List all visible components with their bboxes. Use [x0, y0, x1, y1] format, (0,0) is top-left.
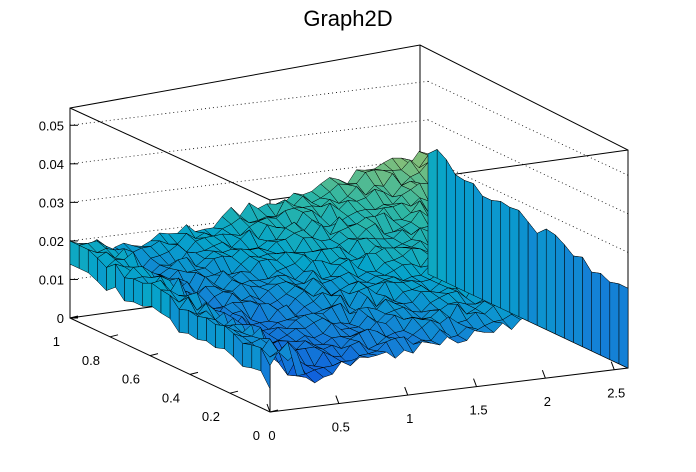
x-tick-mark: [610, 361, 615, 370]
surface-side-cell: [124, 277, 134, 303]
surface-side-cell: [251, 344, 262, 372]
x-tick-label: 0.5: [332, 420, 350, 435]
grid-line: [427, 80, 629, 176]
x-tick-mark: [335, 395, 340, 404]
chart-title: Graph2D: [303, 6, 392, 31]
y-tick-mark: [109, 334, 119, 338]
y-tick-mark: [149, 353, 159, 357]
z-tick-label: 0.02: [39, 234, 64, 249]
surface-side-cell: [582, 256, 592, 352]
grid-line: [69, 157, 429, 203]
surface-side-cell: [142, 282, 153, 307]
y-tick-label: 1: [53, 334, 60, 349]
surface-side-cell: [78, 244, 89, 274]
surface-side-cell: [215, 324, 225, 350]
x-tick-mark: [473, 378, 478, 387]
surface-side-cell: [178, 309, 189, 334]
surface-side-cell: [197, 316, 207, 342]
surface-side-cell: [618, 283, 629, 369]
surface-side-cell: [555, 234, 565, 339]
surface-side-cell: [464, 180, 474, 296]
x-tick-mark: [404, 386, 409, 396]
x-tick-label: 1: [406, 411, 413, 426]
surface-side-cell: [69, 240, 80, 269]
x-tick-label: 1.5: [469, 403, 487, 418]
z-tick-label: 0: [57, 311, 64, 326]
surface-side-cell: [564, 243, 574, 343]
surface-side-cell: [545, 228, 556, 335]
y-tick-mark: [69, 315, 79, 319]
x-tick-mark: [266, 403, 271, 413]
x-tick-label: 0: [268, 428, 275, 443]
y-tick-label: 0.2: [202, 409, 220, 424]
surface-side-cell: [509, 206, 520, 318]
surface-side-cell: [427, 149, 438, 279]
x-tick-mark: [541, 369, 546, 379]
surface-side-cell: [482, 195, 492, 305]
surface-side-cell: [536, 228, 547, 330]
surface-side-cell: [491, 200, 501, 309]
x-axis: 0 0.5 1 1.5 2 2.5: [266, 361, 625, 443]
z-tick-label: 0.05: [39, 118, 64, 133]
y-tick-label: 0.8: [82, 353, 100, 368]
surface-side-cell: [609, 281, 620, 365]
surface-mesh: [69, 148, 629, 390]
surface-side-cell: [518, 209, 529, 322]
surface-side-cell: [436, 148, 447, 283]
z-axis: 0 0.01 0.02 0.03 0.04 0.05: [39, 118, 78, 326]
z-tick-label: 0.03: [39, 195, 64, 210]
z-tick-label: 0.01: [39, 272, 64, 287]
surface-side-cell: [573, 255, 583, 347]
surface-side-cell: [455, 174, 465, 292]
x-tick-label: 2.5: [607, 386, 625, 401]
surface-side-cell: [527, 221, 538, 326]
y-tick-label: 0: [253, 428, 260, 443]
surface-side-cell: [106, 263, 116, 291]
grid-line: [69, 80, 429, 126]
grid-line: [69, 119, 429, 165]
grid-line: [427, 158, 629, 253]
y-tick-mark: [229, 390, 239, 394]
x-tick-label: 2: [544, 394, 551, 409]
y-axis: 0 0.2 0.4 0.6 0.8 1: [53, 315, 279, 443]
surface-side-cell: [133, 278, 143, 307]
y-tick-mark: [189, 371, 199, 375]
y-tick-mark: [269, 409, 279, 413]
y-tick-label: 0.6: [122, 372, 140, 387]
surface-side-cell: [445, 158, 456, 288]
grid-line: [427, 119, 629, 215]
surface-side-cell: [591, 271, 601, 356]
surface-side-cell: [500, 200, 511, 313]
surface-side-cell: [600, 272, 611, 360]
z-tick-label: 0.04: [39, 157, 64, 172]
surface-side-cell: [473, 182, 483, 300]
surface-side-cell: [242, 343, 253, 369]
y-tick-label: 0.4: [162, 390, 180, 405]
